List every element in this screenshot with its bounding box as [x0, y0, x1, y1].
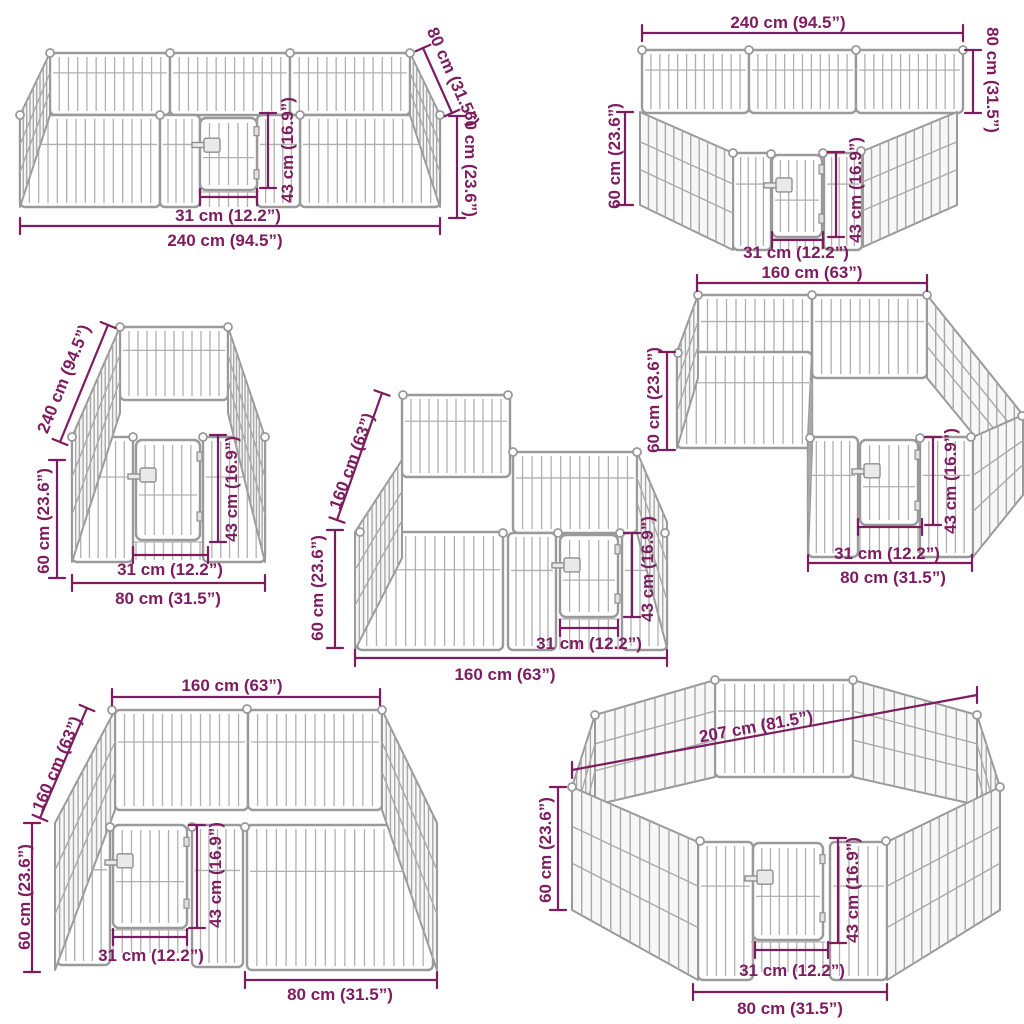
dim-label-lshape-top-width: 160 cm (63”): [761, 263, 862, 282]
config-rectangle-240x80: [15, 48, 445, 209]
dim-label-rect240-door-width: 31 cm (12.2”): [175, 206, 281, 225]
dim-label-trap240-front-height: 60 cm (23.6”): [605, 103, 624, 209]
dim-label-rect240-height: 60 cm (23.6”): [461, 111, 480, 217]
dim-label-lshape-bottom-width: 80 cm (31.5”): [840, 568, 946, 587]
config-l-shape-160x80: [673, 290, 1024, 559]
config-octagon-207: [567, 675, 1005, 982]
dim-label-sq160-door-height: 43 cm (16.9”): [206, 822, 225, 928]
dim-label-octagon-door-height: 43 cm (16.9”): [843, 837, 862, 943]
dim-label-sq160-height: 60 cm (23.6”): [15, 844, 34, 950]
dim-label-lshape-door-height: 43 cm (16.9”): [941, 428, 960, 534]
dim-label-octagon-height: 60 cm (23.6”): [536, 797, 555, 903]
dim-label-trap240-door-height: 43 cm (16.9”): [846, 137, 865, 243]
fence-line-art: [15, 45, 1024, 982]
dim-label-corridor-door-height: 43 cm (16.9”): [222, 436, 241, 542]
dim-label-corridor-door-width: 31 cm (12.2”): [117, 560, 223, 579]
dim-label-rect240-bottom-width: 240 cm (94.5”): [167, 231, 282, 250]
dim-label-sq160r-door-width: 31 cm (12.2”): [536, 634, 642, 653]
dim-label-sq160-door-width: 31 cm (12.2”): [98, 946, 204, 965]
dim-label-corridor-height: 60 cm (23.6”): [34, 468, 53, 574]
dim-label-corridor-front-width: 80 cm (31.5”): [115, 589, 221, 608]
dim-label-sq160r-bottom-width: 160 cm (63”): [454, 665, 555, 684]
dim-label-trap240-top-width: 240 cm (94.5”): [730, 13, 845, 32]
config-square-160-raised: [354, 390, 670, 652]
dim-label-sq160r-height: 60 cm (23.6”): [308, 535, 327, 641]
dim-label-octagon-bottom-width: 80 cm (31.5”): [737, 999, 843, 1018]
dim-label-lshape-door-width: 31 cm (12.2”): [834, 544, 940, 563]
dimension-lines: [18, 23, 983, 1002]
dim-label-lshape-height: 60 cm (23.6”): [644, 347, 663, 453]
dim-label-sq160-top-width: 160 cm (63”): [181, 676, 282, 695]
config-corridor-240x80: [67, 322, 270, 564]
dim-label-sq160-bottom-width: 80 cm (31.5”): [287, 985, 393, 1004]
dim-label-trap240-back-height: 80 cm (31.5”): [983, 27, 1002, 133]
dim-label-sq160r-door-height: 43 cm (16.9”): [638, 516, 657, 622]
dim-label-octagon-door-width: 31 cm (12.2”): [739, 961, 845, 980]
dim-label-rect240-door-height: 43 cm (16.9”): [278, 97, 297, 203]
dim-label-trap240-door-width: 31 cm (12.2”): [743, 243, 849, 262]
config-trapezoid-240: [637, 45, 968, 252]
config-square-160x160: [54, 704, 438, 972]
dim-label-sq160r-depth: 160 cm (63”): [326, 410, 378, 512]
